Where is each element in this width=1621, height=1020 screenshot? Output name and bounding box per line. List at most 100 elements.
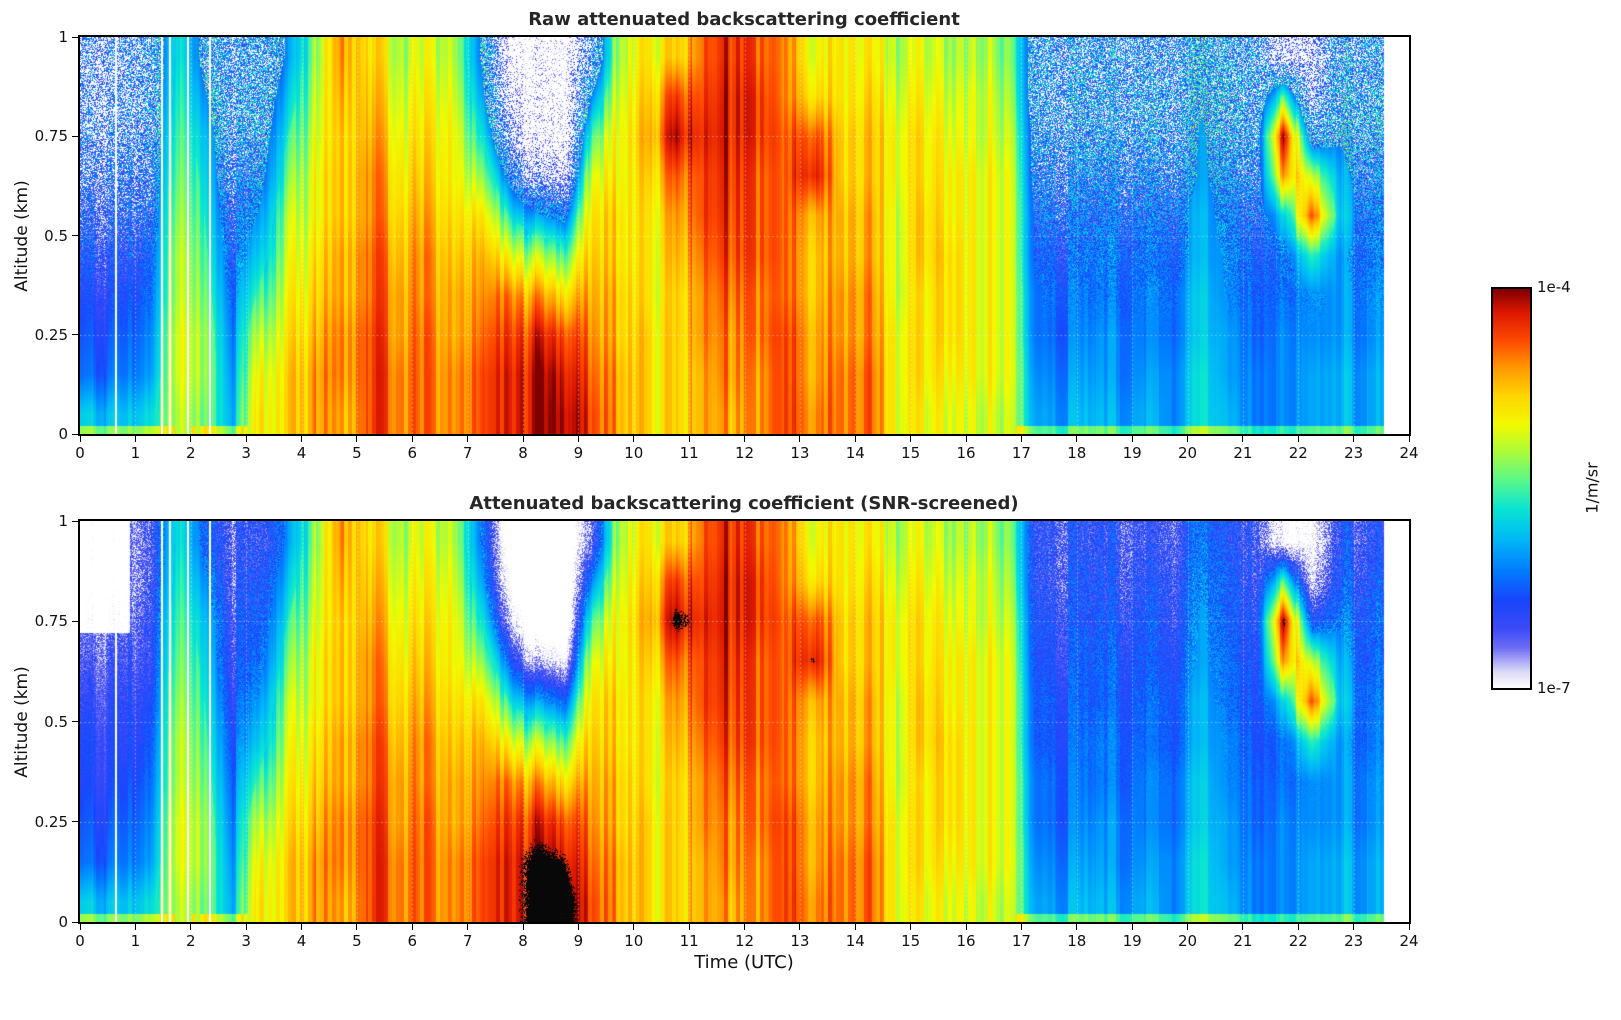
panel2-x-tick-label: 8 — [518, 932, 528, 950]
panel2-x-tick-label: 7 — [462, 932, 473, 950]
panel2-x-tick-mark — [1187, 924, 1188, 930]
panel2-x-tick-mark — [190, 924, 192, 930]
panel2-title: Attenuated backscattering coefficient (S… — [469, 493, 1019, 514]
panel2-x-tick-label: 1 — [130, 932, 141, 950]
panel2-x-tick-mark — [1076, 924, 1078, 930]
panel2-x-tick-label: 21 — [1233, 932, 1253, 950]
panel2-x-tick-label: 23 — [1344, 932, 1364, 950]
panel1-x-tick-mark — [1131, 436, 1133, 442]
panel2-x-tick-label: 10 — [624, 932, 644, 950]
panel2-x-tick-mark — [910, 924, 912, 930]
panel2-x-tick-mark — [688, 924, 690, 930]
panel1-x-tick-mark — [134, 436, 136, 442]
x-axis-label: Time (UTC) — [694, 952, 794, 973]
panel1-x-tick-mark — [301, 436, 302, 442]
panel2-x-tick-label: 20 — [1177, 932, 1198, 950]
panel2-x-tick-mark — [1131, 924, 1133, 930]
panel2-x-tick-mark — [799, 924, 801, 930]
panel1-x-tick-label: 8 — [518, 444, 528, 462]
panel1-x-tick-mark — [799, 436, 801, 442]
panel2-x-tick-mark — [1297, 924, 1299, 930]
panel2-x-tick-mark — [411, 924, 413, 930]
panel2-plot-area — [78, 519, 1411, 924]
panel1-x-tick-mark — [965, 436, 967, 442]
panel1-x-tick-mark — [522, 436, 524, 442]
panel2-y-tick-mark — [72, 821, 78, 823]
panel1-x-tick-label: 3 — [241, 444, 251, 462]
panel2-x-tick-mark — [522, 924, 524, 930]
panel1-x-tick-label: 9 — [573, 444, 584, 462]
panel1-x-tick-label: 16 — [956, 444, 976, 462]
panel2-x-tick-label: 13 — [790, 932, 810, 950]
panel1-x-tick-label: 20 — [1177, 444, 1198, 462]
panel2-x-tick-label: 3 — [241, 932, 251, 950]
panel2-x-tick-label: 24 — [1399, 932, 1419, 950]
panel2-x-tick-label: 17 — [1011, 932, 1031, 950]
panel1-x-tick-mark — [910, 436, 912, 442]
panel2-y-tick-label: 0.5 — [44, 712, 68, 731]
panel1-x-tick-mark — [190, 436, 192, 442]
panel1-x-tick-label: 6 — [407, 444, 418, 462]
panel2-x-tick-label: 12 — [734, 932, 755, 950]
panel2-x-tick-label: 6 — [407, 932, 418, 950]
panel1-x-tick-label: 14 — [845, 444, 865, 462]
panel2-x-tick-mark — [1353, 924, 1355, 930]
panel1-title: Raw attenuated backscattering coefficien… — [528, 9, 960, 30]
panel1-x-tick-label: 12 — [734, 444, 755, 462]
panel1-x-tick-mark — [854, 436, 856, 442]
panel2-y-tick-label: 0.25 — [34, 812, 68, 831]
panel1-y-tick-mark — [72, 135, 78, 137]
panel1-x-tick-label: 19 — [1122, 444, 1142, 462]
panel2-x-tick-mark — [1242, 924, 1244, 930]
panel1-x-tick-mark — [1242, 436, 1244, 442]
panel1-x-tick-mark — [1408, 436, 1410, 442]
panel1-x-tick-mark — [1076, 436, 1078, 442]
panel2-x-tick-mark — [577, 924, 579, 930]
panel1-x-tick-label: 2 — [185, 444, 196, 462]
panel2-x-tick-mark — [633, 924, 635, 930]
panel1-x-tick-mark — [1297, 436, 1299, 442]
colorbar-units-label: 1/m/sr — [1582, 462, 1602, 514]
panel2-x-tick-label: 2 — [185, 932, 196, 950]
panel2-x-tick-label: 22 — [1288, 932, 1308, 950]
panel1-y-tick-label: 0.5 — [44, 226, 68, 245]
panel1-y-tick-mark — [72, 235, 78, 236]
panel1-x-tick-mark — [411, 436, 413, 442]
panel1-x-tick-mark — [1020, 436, 1022, 442]
panel2-y-tick-mark — [72, 520, 78, 522]
panel2-x-tick-label: 16 — [956, 932, 976, 950]
panel1-x-tick-label: 23 — [1344, 444, 1364, 462]
panel2-x-tick-label: 0 — [75, 932, 85, 950]
panel1-x-tick-mark — [356, 436, 358, 442]
panel1-x-tick-label: 4 — [296, 444, 307, 462]
panel2-y-tick-mark — [72, 620, 78, 622]
panel1-x-tick-mark — [79, 436, 81, 442]
panel2-heatmap-canvas — [80, 521, 1409, 922]
panel2-x-tick-mark — [965, 924, 967, 930]
panel1-x-tick-label: 11 — [679, 444, 699, 462]
panel2-x-tick-mark — [854, 924, 856, 930]
panel1-y-tick-label: 0.25 — [34, 325, 68, 344]
panel1-x-tick-label: 1 — [130, 444, 141, 462]
panel1-y-tick-mark — [72, 36, 78, 38]
panel1-x-tick-label: 17 — [1011, 444, 1031, 462]
panel2-x-tick-label: 15 — [901, 932, 921, 950]
panel1-y-tick-label: 0.75 — [34, 127, 68, 146]
panel1-x-tick-mark — [1187, 436, 1188, 442]
panel2-x-tick-mark — [356, 924, 358, 930]
panel1-x-tick-mark — [1353, 436, 1355, 442]
panel1-x-tick-label: 22 — [1288, 444, 1308, 462]
panel2-y-tick-mark — [72, 921, 78, 923]
panel1-x-tick-label: 18 — [1067, 444, 1087, 462]
panel1-x-tick-label: 10 — [624, 444, 644, 462]
panel1-x-tick-mark — [633, 436, 635, 442]
panel1-y-tick-mark — [72, 334, 78, 336]
panel2-x-tick-label: 4 — [296, 932, 307, 950]
panel2-x-tick-mark — [467, 924, 469, 930]
panel2-x-tick-mark — [79, 924, 81, 930]
panel2-x-tick-label: 19 — [1122, 932, 1142, 950]
panel2-y-axis-label: Altitude (km) — [12, 666, 32, 778]
panel1-x-tick-label: 5 — [352, 444, 362, 462]
panel2-x-tick-mark — [744, 924, 745, 930]
